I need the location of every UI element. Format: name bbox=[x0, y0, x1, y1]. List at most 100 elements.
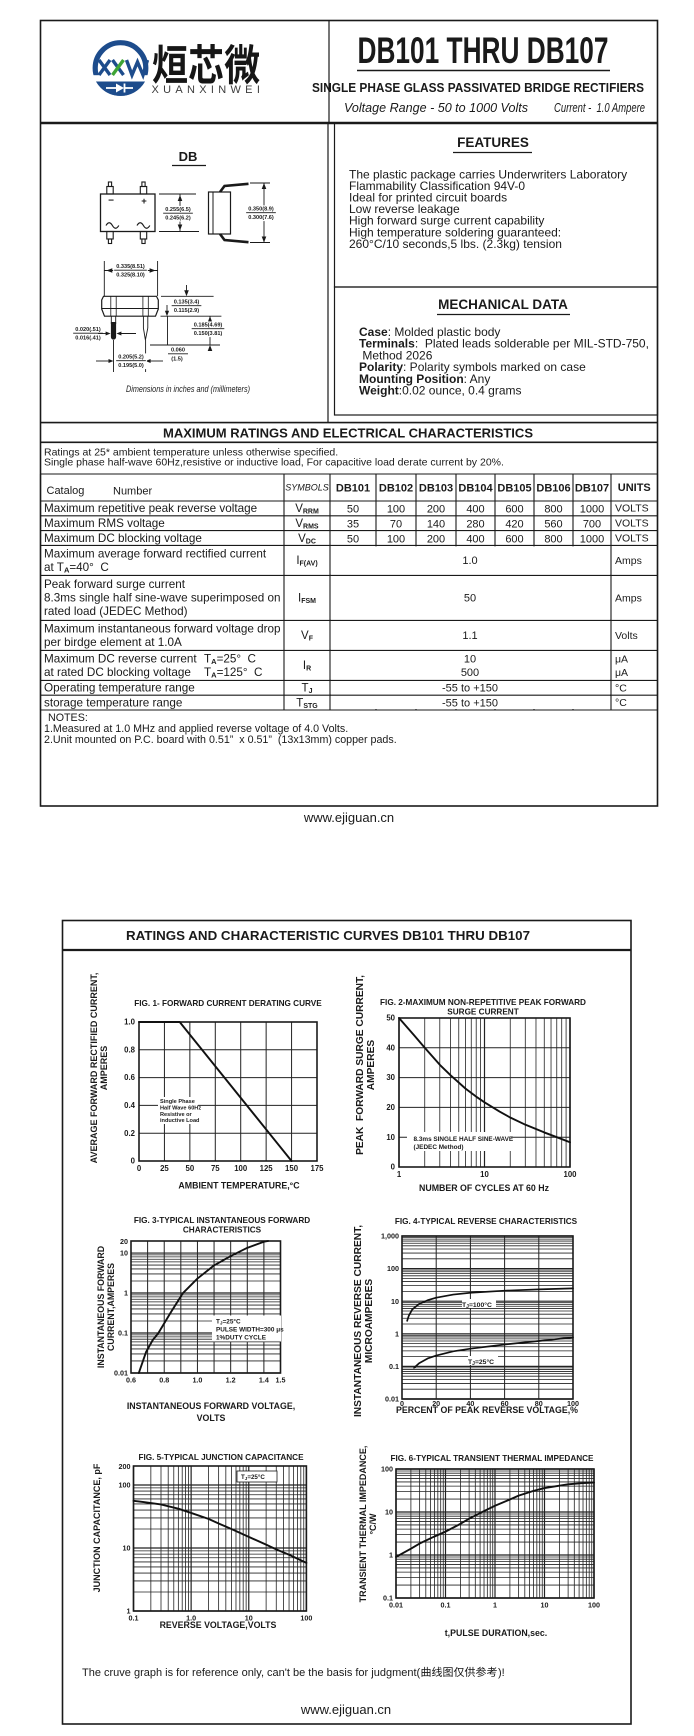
svg-text:-55 to +150: -55 to +150 bbox=[442, 683, 498, 695]
svg-text:μA: μA bbox=[615, 653, 628, 665]
svg-text:100: 100 bbox=[588, 1601, 600, 1610]
svg-text:0.300(7.6): 0.300(7.6) bbox=[248, 215, 274, 221]
svg-text:INSTANTANEOUS REVERSE CURRENT,: INSTANTANEOUS REVERSE CURRENT, bbox=[353, 1225, 364, 1417]
svg-text:10: 10 bbox=[123, 1544, 131, 1553]
svg-text:50: 50 bbox=[464, 593, 476, 605]
svg-text:FIG. 5-TYPICAL JUNCTION CAPACI: FIG. 5-TYPICAL JUNCTION CAPACITANCE bbox=[138, 1453, 304, 1462]
svg-text:2.Unit mounted on P.C. board w: 2.Unit mounted on P.C. board with 0.51” … bbox=[44, 734, 397, 746]
svg-text:The plastic package carries Un: The plastic package carries Underwriters… bbox=[349, 168, 627, 182]
svg-text:1.5: 1.5 bbox=[276, 1376, 286, 1385]
svg-text:INSTANTANEOUS FORWARD: INSTANTANEOUS FORWARD bbox=[96, 1246, 106, 1368]
svg-text:)!: )! bbox=[498, 1667, 505, 1679]
svg-text:0.2: 0.2 bbox=[124, 1129, 136, 1138]
svg-text:AMBIENT TEMPERATURE,°C: AMBIENT TEMPERATURE,°C bbox=[178, 1181, 300, 1191]
svg-text:Maximum instantaneous forward: Maximum instantaneous forward voltage dr… bbox=[44, 622, 281, 635]
svg-text:High forward surge current cap: High forward surge current capability bbox=[349, 214, 544, 228]
svg-text:1: 1 bbox=[124, 1289, 128, 1298]
svg-text:0.135(3.4): 0.135(3.4) bbox=[174, 300, 200, 306]
svg-text:200: 200 bbox=[119, 1462, 131, 1471]
svg-text:Number: Number bbox=[113, 486, 152, 498]
svg-text:800: 800 bbox=[544, 533, 562, 545]
svg-text:High temperature soldering gua: High temperature soldering guaranteed: bbox=[349, 225, 561, 239]
svg-text:420: 420 bbox=[505, 519, 523, 531]
svg-text:Maximum repetitive peak revers: Maximum repetitive peak reverse voltage bbox=[44, 502, 257, 515]
svg-text:10: 10 bbox=[245, 1614, 253, 1623]
svg-text:600: 600 bbox=[505, 533, 523, 545]
svg-text:UNITS: UNITS bbox=[618, 482, 651, 494]
svg-text:0.8: 0.8 bbox=[124, 1045, 136, 1054]
svg-text:0.1: 0.1 bbox=[441, 1601, 451, 1610]
svg-text:VOLTS: VOLTS bbox=[615, 503, 649, 515]
svg-text:30: 30 bbox=[386, 1073, 395, 1082]
svg-text:(JEDEC Method): (JEDEC Method) bbox=[414, 1144, 464, 1151]
svg-text:1.2: 1.2 bbox=[226, 1376, 236, 1385]
svg-text:AMPERES: AMPERES bbox=[366, 1040, 377, 1091]
svg-text:Peak forward surge current: Peak forward surge current bbox=[44, 578, 186, 591]
svg-text:RATINGS AND CHARACTERISTIC CUR: RATINGS AND CHARACTERISTIC CURVES DB101 … bbox=[126, 929, 530, 943]
svg-text:Maximum DC blocking voltage: Maximum DC blocking voltage bbox=[44, 532, 202, 545]
svg-text:Flammability Classification 94: Flammability Classification 94V-0 bbox=[349, 179, 525, 193]
svg-text:0.150(3.81): 0.150(3.81) bbox=[194, 331, 223, 337]
svg-text:TJ: TJ bbox=[302, 683, 313, 696]
svg-text:80: 80 bbox=[535, 1399, 543, 1408]
svg-text:700: 700 bbox=[583, 519, 601, 531]
svg-text:Resistive or: Resistive or bbox=[160, 1112, 193, 1118]
svg-text:200: 200 bbox=[427, 504, 445, 516]
svg-text:100: 100 bbox=[387, 504, 405, 516]
svg-text:60: 60 bbox=[501, 1399, 509, 1408]
svg-text:°C: °C bbox=[615, 697, 627, 709]
svg-text:50: 50 bbox=[347, 533, 359, 545]
svg-text:1: 1 bbox=[397, 1170, 402, 1179]
svg-text:125: 125 bbox=[260, 1164, 274, 1173]
svg-text:VRRM: VRRM bbox=[295, 503, 319, 516]
svg-text:20: 20 bbox=[432, 1399, 440, 1408]
svg-text:260°C/10 seconds,5 lbs. (2.3kg: 260°C/10 seconds,5 lbs. (2.3kg) tension bbox=[349, 237, 562, 251]
svg-text:The cruve graph is for referen: The cruve graph is for reference only, c… bbox=[82, 1667, 421, 1679]
svg-text:Weight:0.02 ounce, 0.4 grams: Weight:0.02 ounce, 0.4 grams bbox=[359, 384, 522, 398]
svg-text:40: 40 bbox=[466, 1399, 474, 1408]
svg-text:VOLTS: VOLTS bbox=[615, 518, 649, 530]
svg-text:at TA=40° C: at TA=40° C bbox=[44, 561, 109, 575]
svg-text:Dimensions in inches and (mill: Dimensions in inches and (millimeters) bbox=[126, 384, 250, 394]
svg-text:400: 400 bbox=[466, 504, 484, 516]
svg-text:VDC: VDC bbox=[298, 533, 316, 546]
svg-text:0: 0 bbox=[400, 1399, 404, 1408]
svg-text:70: 70 bbox=[390, 519, 402, 531]
svg-text:0.115(2.9): 0.115(2.9) bbox=[174, 308, 199, 314]
svg-text:10: 10 bbox=[464, 653, 476, 665]
svg-text:600: 600 bbox=[505, 504, 523, 516]
svg-text:100: 100 bbox=[300, 1614, 312, 1623]
svg-text:TJ=25°C: TJ=25°C bbox=[216, 1318, 241, 1327]
svg-text:10: 10 bbox=[386, 1133, 395, 1142]
svg-text:10: 10 bbox=[480, 1170, 489, 1179]
svg-text:0.4: 0.4 bbox=[124, 1101, 136, 1110]
svg-text:FIG. 2-MAXIMUM NON-REPETITIVE: FIG. 2-MAXIMUM NON-REPETITIVE PEAK FORWA… bbox=[380, 998, 586, 1007]
svg-text:TJ=100°C: TJ=100°C bbox=[462, 1301, 492, 1310]
svg-text:280: 280 bbox=[466, 519, 484, 531]
svg-text:150: 150 bbox=[285, 1164, 299, 1173]
svg-text:Catalog: Catalog bbox=[47, 485, 85, 497]
svg-text:Ideal for printed circuit boar: Ideal for printed circuit boards bbox=[349, 191, 507, 205]
svg-text:IFSM: IFSM bbox=[298, 593, 316, 606]
svg-text:FIG. 4-TYPICAL REVERSE CHARACT: FIG. 4-TYPICAL REVERSE CHARACTERISTICS bbox=[395, 1217, 578, 1226]
svg-text:XUANXINWEI: XUANXINWEI bbox=[152, 84, 265, 96]
svg-text:1.0: 1.0 bbox=[124, 1018, 136, 1027]
svg-text:0.1: 0.1 bbox=[389, 1362, 399, 1371]
svg-text:PEAK FORWARD SURGE CURRENT,: PEAK FORWARD SURGE CURRENT, bbox=[355, 975, 366, 1155]
svg-text:10: 10 bbox=[391, 1297, 399, 1306]
svg-text:1.4: 1.4 bbox=[259, 1376, 269, 1385]
svg-text:0: 0 bbox=[391, 1163, 396, 1172]
svg-text:25: 25 bbox=[160, 1164, 169, 1173]
svg-text:NUMBER OF CYCLES AT 60 Hz: NUMBER OF CYCLES AT 60 Hz bbox=[419, 1183, 550, 1193]
svg-text:-55 to +150: -55 to +150 bbox=[442, 697, 498, 709]
svg-text:SURGE CURRENT: SURGE CURRENT bbox=[447, 1008, 518, 1017]
svg-text:VF: VF bbox=[301, 630, 314, 643]
svg-text:TSTG: TSTG bbox=[296, 697, 318, 710]
svg-text:1.0: 1.0 bbox=[192, 1376, 202, 1385]
svg-text:REVERSE VOLTAGE,VOLTS: REVERSE VOLTAGE,VOLTS bbox=[160, 1620, 277, 1630]
svg-text:www.ejiguan.cn: www.ejiguan.cn bbox=[300, 1702, 391, 1717]
svg-text:DB105: DB105 bbox=[497, 483, 531, 495]
svg-text:1: 1 bbox=[127, 1607, 131, 1616]
svg-text:Amps: Amps bbox=[615, 593, 642, 605]
